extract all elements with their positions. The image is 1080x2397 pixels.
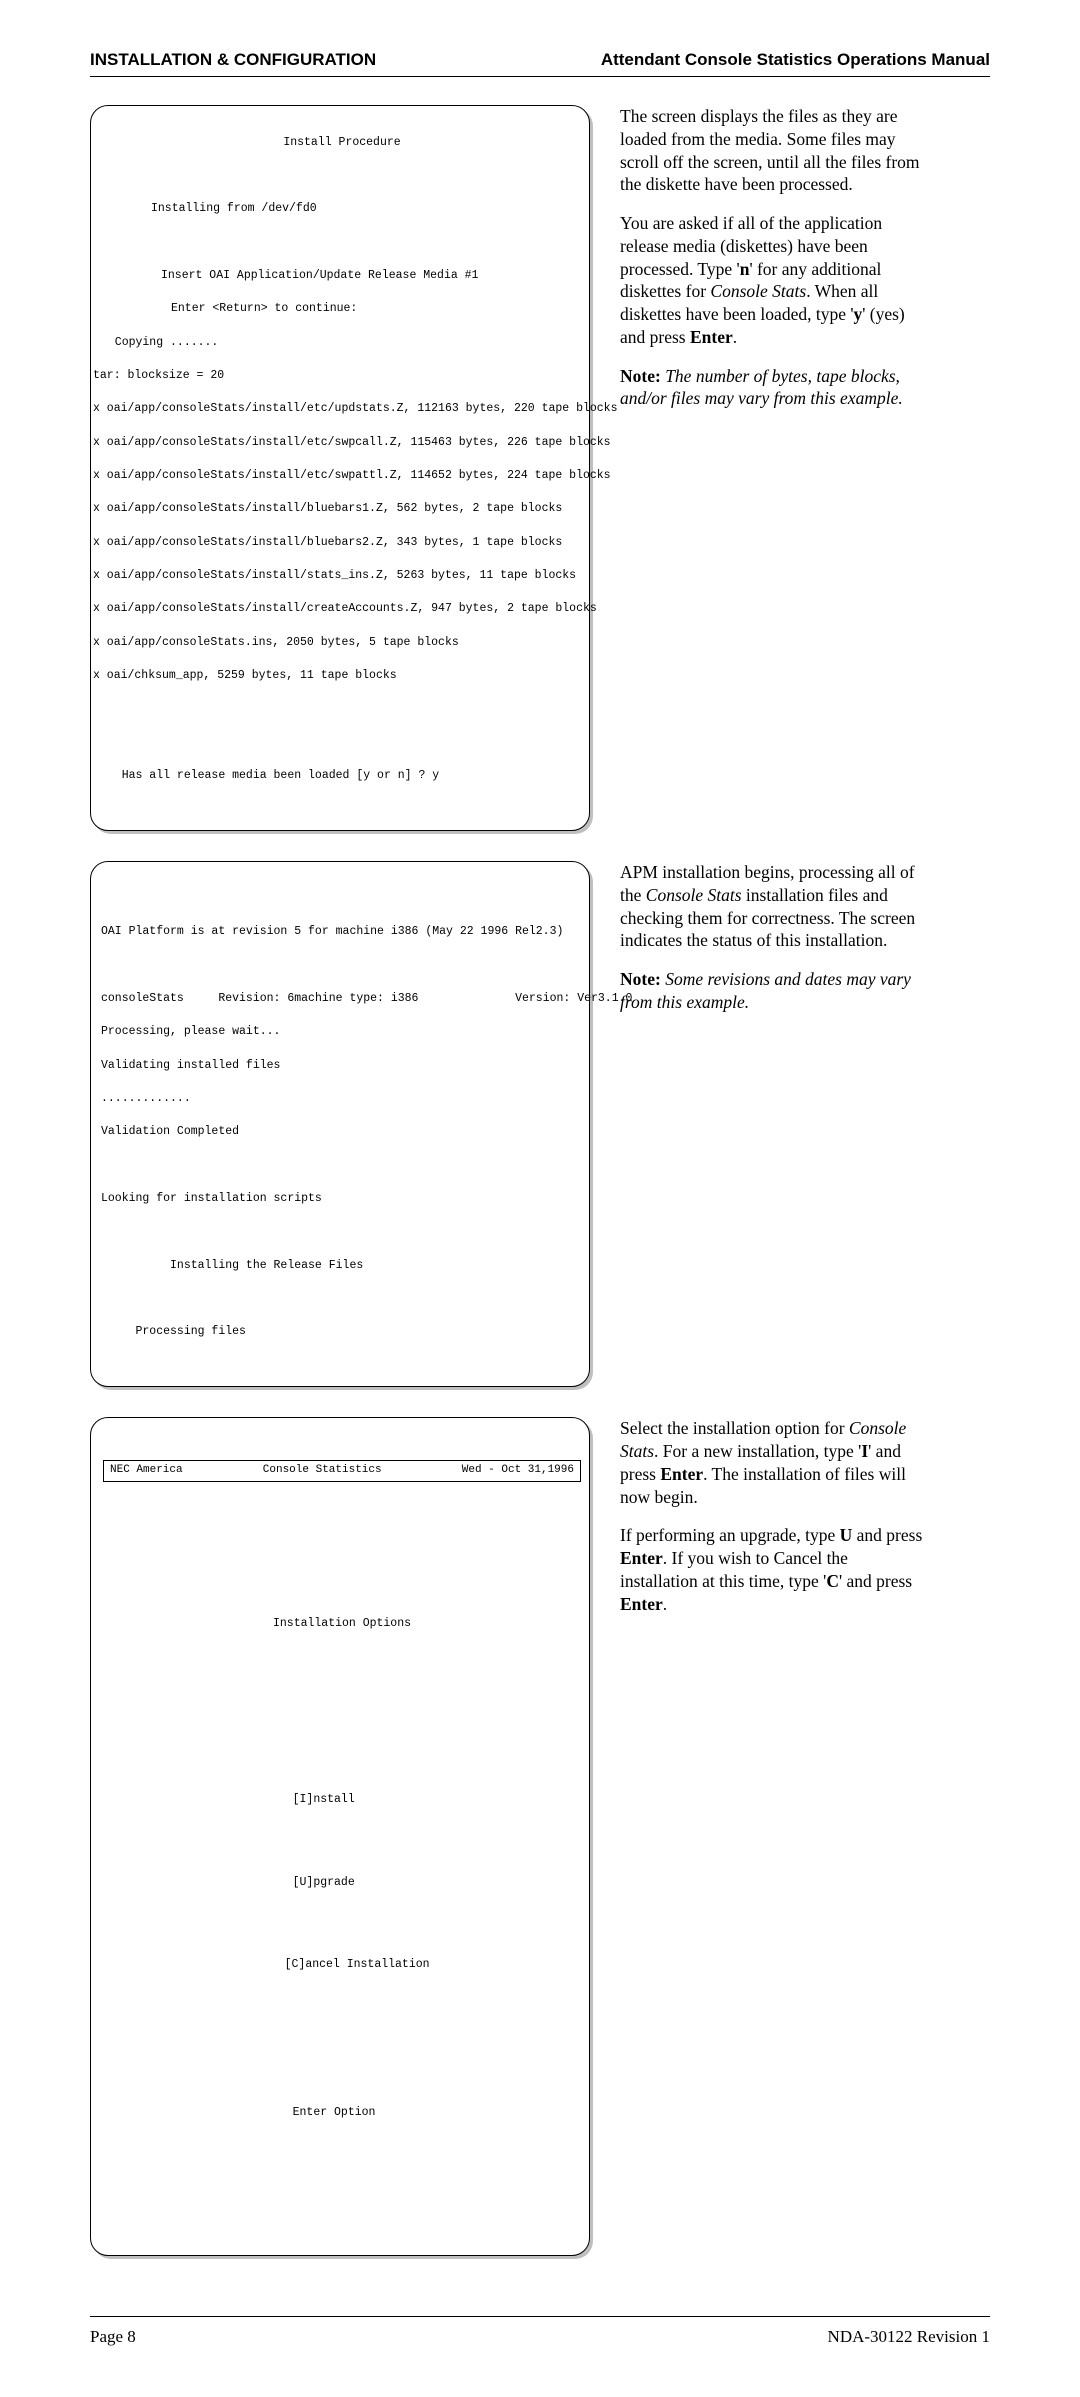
header-left: INSTALLATION & CONFIGURATION bbox=[90, 50, 376, 70]
term2-l1: OAI Platform is at revision 5 for machin… bbox=[101, 924, 583, 941]
side-text-2: APM installation begins, processing all … bbox=[620, 861, 925, 1030]
term1-file-line: x oai/app/consoleStats/install/bluebars1… bbox=[93, 501, 575, 518]
footer-left: Page 8 bbox=[90, 2327, 136, 2347]
side2-p1: APM installation begins, processing all … bbox=[620, 861, 925, 952]
term1-prompt: Has all release media been loaded [y or … bbox=[101, 768, 583, 785]
term1-file-line: x oai/app/consoleStats/install/stats_ins… bbox=[93, 568, 575, 585]
side-text-3: Select the installation option for Conso… bbox=[620, 1417, 925, 1631]
term2-l2: consoleStats Revision: 6machine type: i3… bbox=[101, 991, 583, 1008]
term1-file-line: x oai/app/consoleStats/install/etc/updst… bbox=[93, 401, 575, 418]
term2-l8: Installing the Release Files bbox=[101, 1258, 583, 1275]
term1-file-line: x oai/chksum_app, 5259 bytes, 11 tape bl… bbox=[93, 668, 575, 685]
term1-file-line: x oai/app/consoleStats/install/createAcc… bbox=[93, 601, 575, 618]
term2-l9: Processing files bbox=[101, 1324, 583, 1341]
side2-note: Note: Some revisions and dates may vary … bbox=[620, 968, 925, 1014]
page-footer: Page 8 NDA-30122 Revision 1 bbox=[90, 2316, 990, 2347]
term3-opt-install: [I]nstall bbox=[285, 1786, 455, 1814]
term1-file-line: x oai/app/consoleStats/install/etc/swpca… bbox=[93, 435, 575, 452]
term3-opt-upgrade: [U]pgrade bbox=[285, 1869, 455, 1897]
side-text-1: The screen displays the files as they ar… bbox=[620, 105, 925, 426]
side3-p1: Select the installation option for Conso… bbox=[620, 1417, 925, 1508]
term3-opt-cancel: [C]ancel Installation bbox=[285, 1951, 455, 1979]
side1-note: Note: The number of bytes, tape blocks, … bbox=[620, 365, 925, 411]
page-header: INSTALLATION & CONFIGURATION Attendant C… bbox=[90, 50, 990, 77]
term1-file-line: x oai/app/consoleStats/install/bluebars2… bbox=[93, 535, 575, 552]
side1-p1: The screen displays the files as they ar… bbox=[620, 105, 925, 196]
term1-blocksize: tar: blocksize = 20 bbox=[93, 368, 575, 385]
term1-file-line: x oai/app/consoleStats.ins, 2050 bytes, … bbox=[93, 635, 575, 652]
term2-l6: Validation Completed bbox=[101, 1124, 583, 1141]
term2-l7: Looking for installation scripts bbox=[101, 1191, 583, 1208]
term1-copying: Copying ....... bbox=[101, 335, 583, 352]
term1-file-line: x oai/app/consoleStats/install/etc/swpat… bbox=[93, 468, 575, 485]
term3-hdr-mid: Console Statistics bbox=[263, 1463, 382, 1479]
term3-title: Installation Options bbox=[101, 1610, 583, 1638]
term2-l5: ............. bbox=[101, 1091, 583, 1108]
term1-sub3: Enter <Return> to continue: bbox=[101, 301, 583, 318]
term2-l3: Processing, please wait... bbox=[101, 1024, 583, 1041]
header-right: Attendant Console Statistics Operations … bbox=[601, 50, 990, 70]
term3-hdr-right: Wed - Oct 31,1996 bbox=[462, 1463, 574, 1479]
side1-p2: You are asked if all of the application … bbox=[620, 212, 925, 349]
term1-sub1: Installing from /dev/fd0 bbox=[101, 201, 583, 218]
terminal-install-procedure: Install Procedure Installing from /dev/f… bbox=[90, 105, 590, 831]
terminal-install-options: NEC America Console Statistics Wed - Oct… bbox=[90, 1417, 590, 2256]
term2-l4: Validating installed files bbox=[101, 1058, 583, 1075]
side3-p2: If performing an upgrade, type U and pre… bbox=[620, 1524, 925, 1615]
term1-title: Install Procedure bbox=[101, 135, 583, 152]
term3-hdr-left: NEC America bbox=[110, 1463, 183, 1479]
terminal-validation: OAI Platform is at revision 5 for machin… bbox=[90, 861, 590, 1387]
footer-right: NDA-30122 Revision 1 bbox=[828, 2327, 990, 2347]
term1-sub2: Insert OAI Application/Update Release Me… bbox=[101, 268, 583, 285]
term3-prompt: Enter Option bbox=[285, 2099, 455, 2127]
term3-header-bar: NEC America Console Statistics Wed - Oct… bbox=[103, 1460, 581, 1482]
